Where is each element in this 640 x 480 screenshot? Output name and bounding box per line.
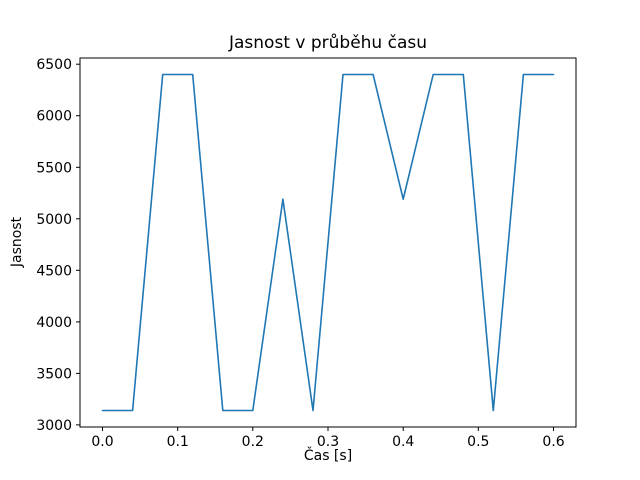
- chart-title: Jasnost v průběhu času: [228, 33, 428, 53]
- y-tick-label: 6500: [36, 57, 72, 73]
- y-tick-label: 5000: [36, 212, 72, 228]
- y-tick-label: 5500: [36, 160, 72, 176]
- y-tick-label: 4000: [36, 315, 72, 331]
- x-tick-label: 0.3: [317, 434, 339, 450]
- y-tick-label: 3000: [36, 418, 72, 434]
- x-tick-label: 0.0: [91, 434, 113, 450]
- x-tick-label: 0.4: [392, 434, 414, 450]
- y-tick-label: 4500: [36, 263, 72, 279]
- y-tick-label: 3500: [36, 366, 72, 382]
- data-line: [101, 73, 555, 412]
- plot-frame: [79, 57, 577, 428]
- x-tick-label: 0.1: [167, 434, 189, 450]
- x-axis-label: Čas [s]: [303, 448, 353, 464]
- x-tick-label: 0.5: [467, 434, 489, 450]
- y-axis-label: Jasnost: [9, 216, 25, 268]
- x-tick-label: 0.6: [542, 434, 564, 450]
- x-tick-label: 0.2: [242, 434, 264, 450]
- y-tick-label: 6000: [36, 109, 72, 125]
